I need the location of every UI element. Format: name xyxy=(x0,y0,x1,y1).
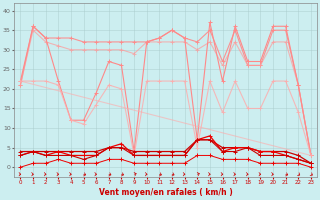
X-axis label: Vent moyen/en rafales ( km/h ): Vent moyen/en rafales ( km/h ) xyxy=(99,188,233,197)
